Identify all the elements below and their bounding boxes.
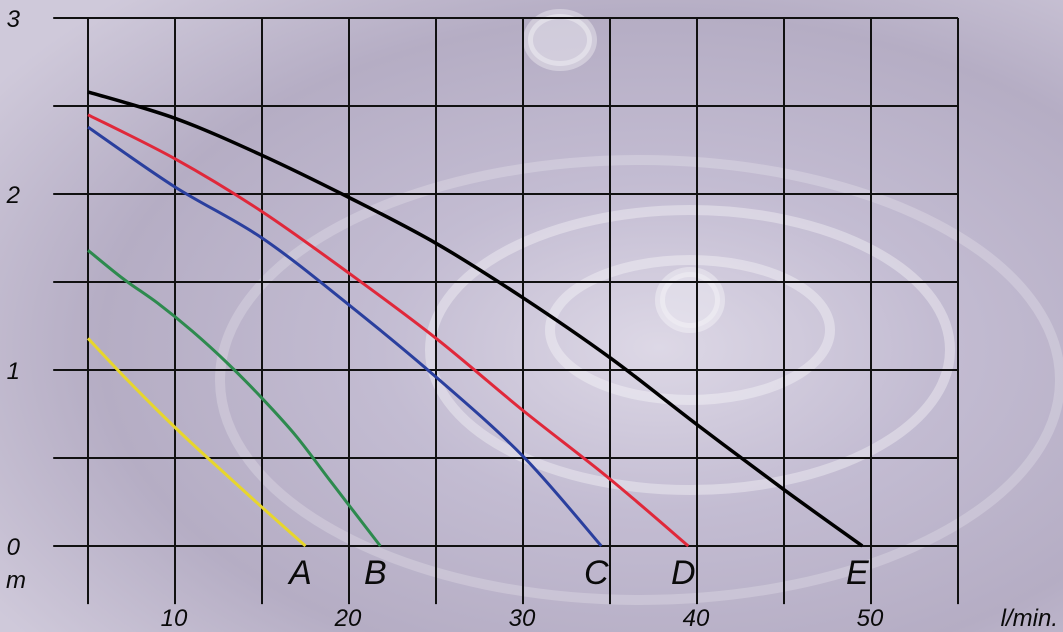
- y-tick-label: 0: [7, 534, 21, 561]
- curve-label-b: B: [364, 554, 387, 592]
- y-axis-label: m: [6, 567, 26, 594]
- x-axis-label: l/min.: [1001, 605, 1058, 632]
- series-line-d: [87, 113, 690, 548]
- curves: [86, 90, 864, 548]
- series-line-c: [87, 125, 603, 547]
- y-tick-label: 1: [7, 358, 20, 385]
- curve-label-d: D: [671, 554, 696, 592]
- labels: 0 1 2 3 m 10 20 30 40 50 l/min. A B C D E: [6, 6, 1058, 632]
- series-line-e: [87, 90, 864, 548]
- water-ripples: [215, 9, 1063, 605]
- series-line-a: [86, 337, 307, 548]
- curve-label-a: A: [287, 554, 312, 592]
- series-line-b: [87, 249, 382, 547]
- y-tick-label: 2: [6, 182, 20, 209]
- x-tick-label: 40: [683, 605, 710, 632]
- x-tick-label: 30: [509, 605, 536, 632]
- x-tick-label: 50: [857, 605, 884, 632]
- x-tick-label: 20: [334, 605, 362, 632]
- x-tick-label: 10: [161, 605, 188, 632]
- curve-label-c: C: [584, 554, 609, 592]
- curve-label-e: E: [846, 554, 869, 592]
- y-tick-label: 3: [7, 6, 21, 33]
